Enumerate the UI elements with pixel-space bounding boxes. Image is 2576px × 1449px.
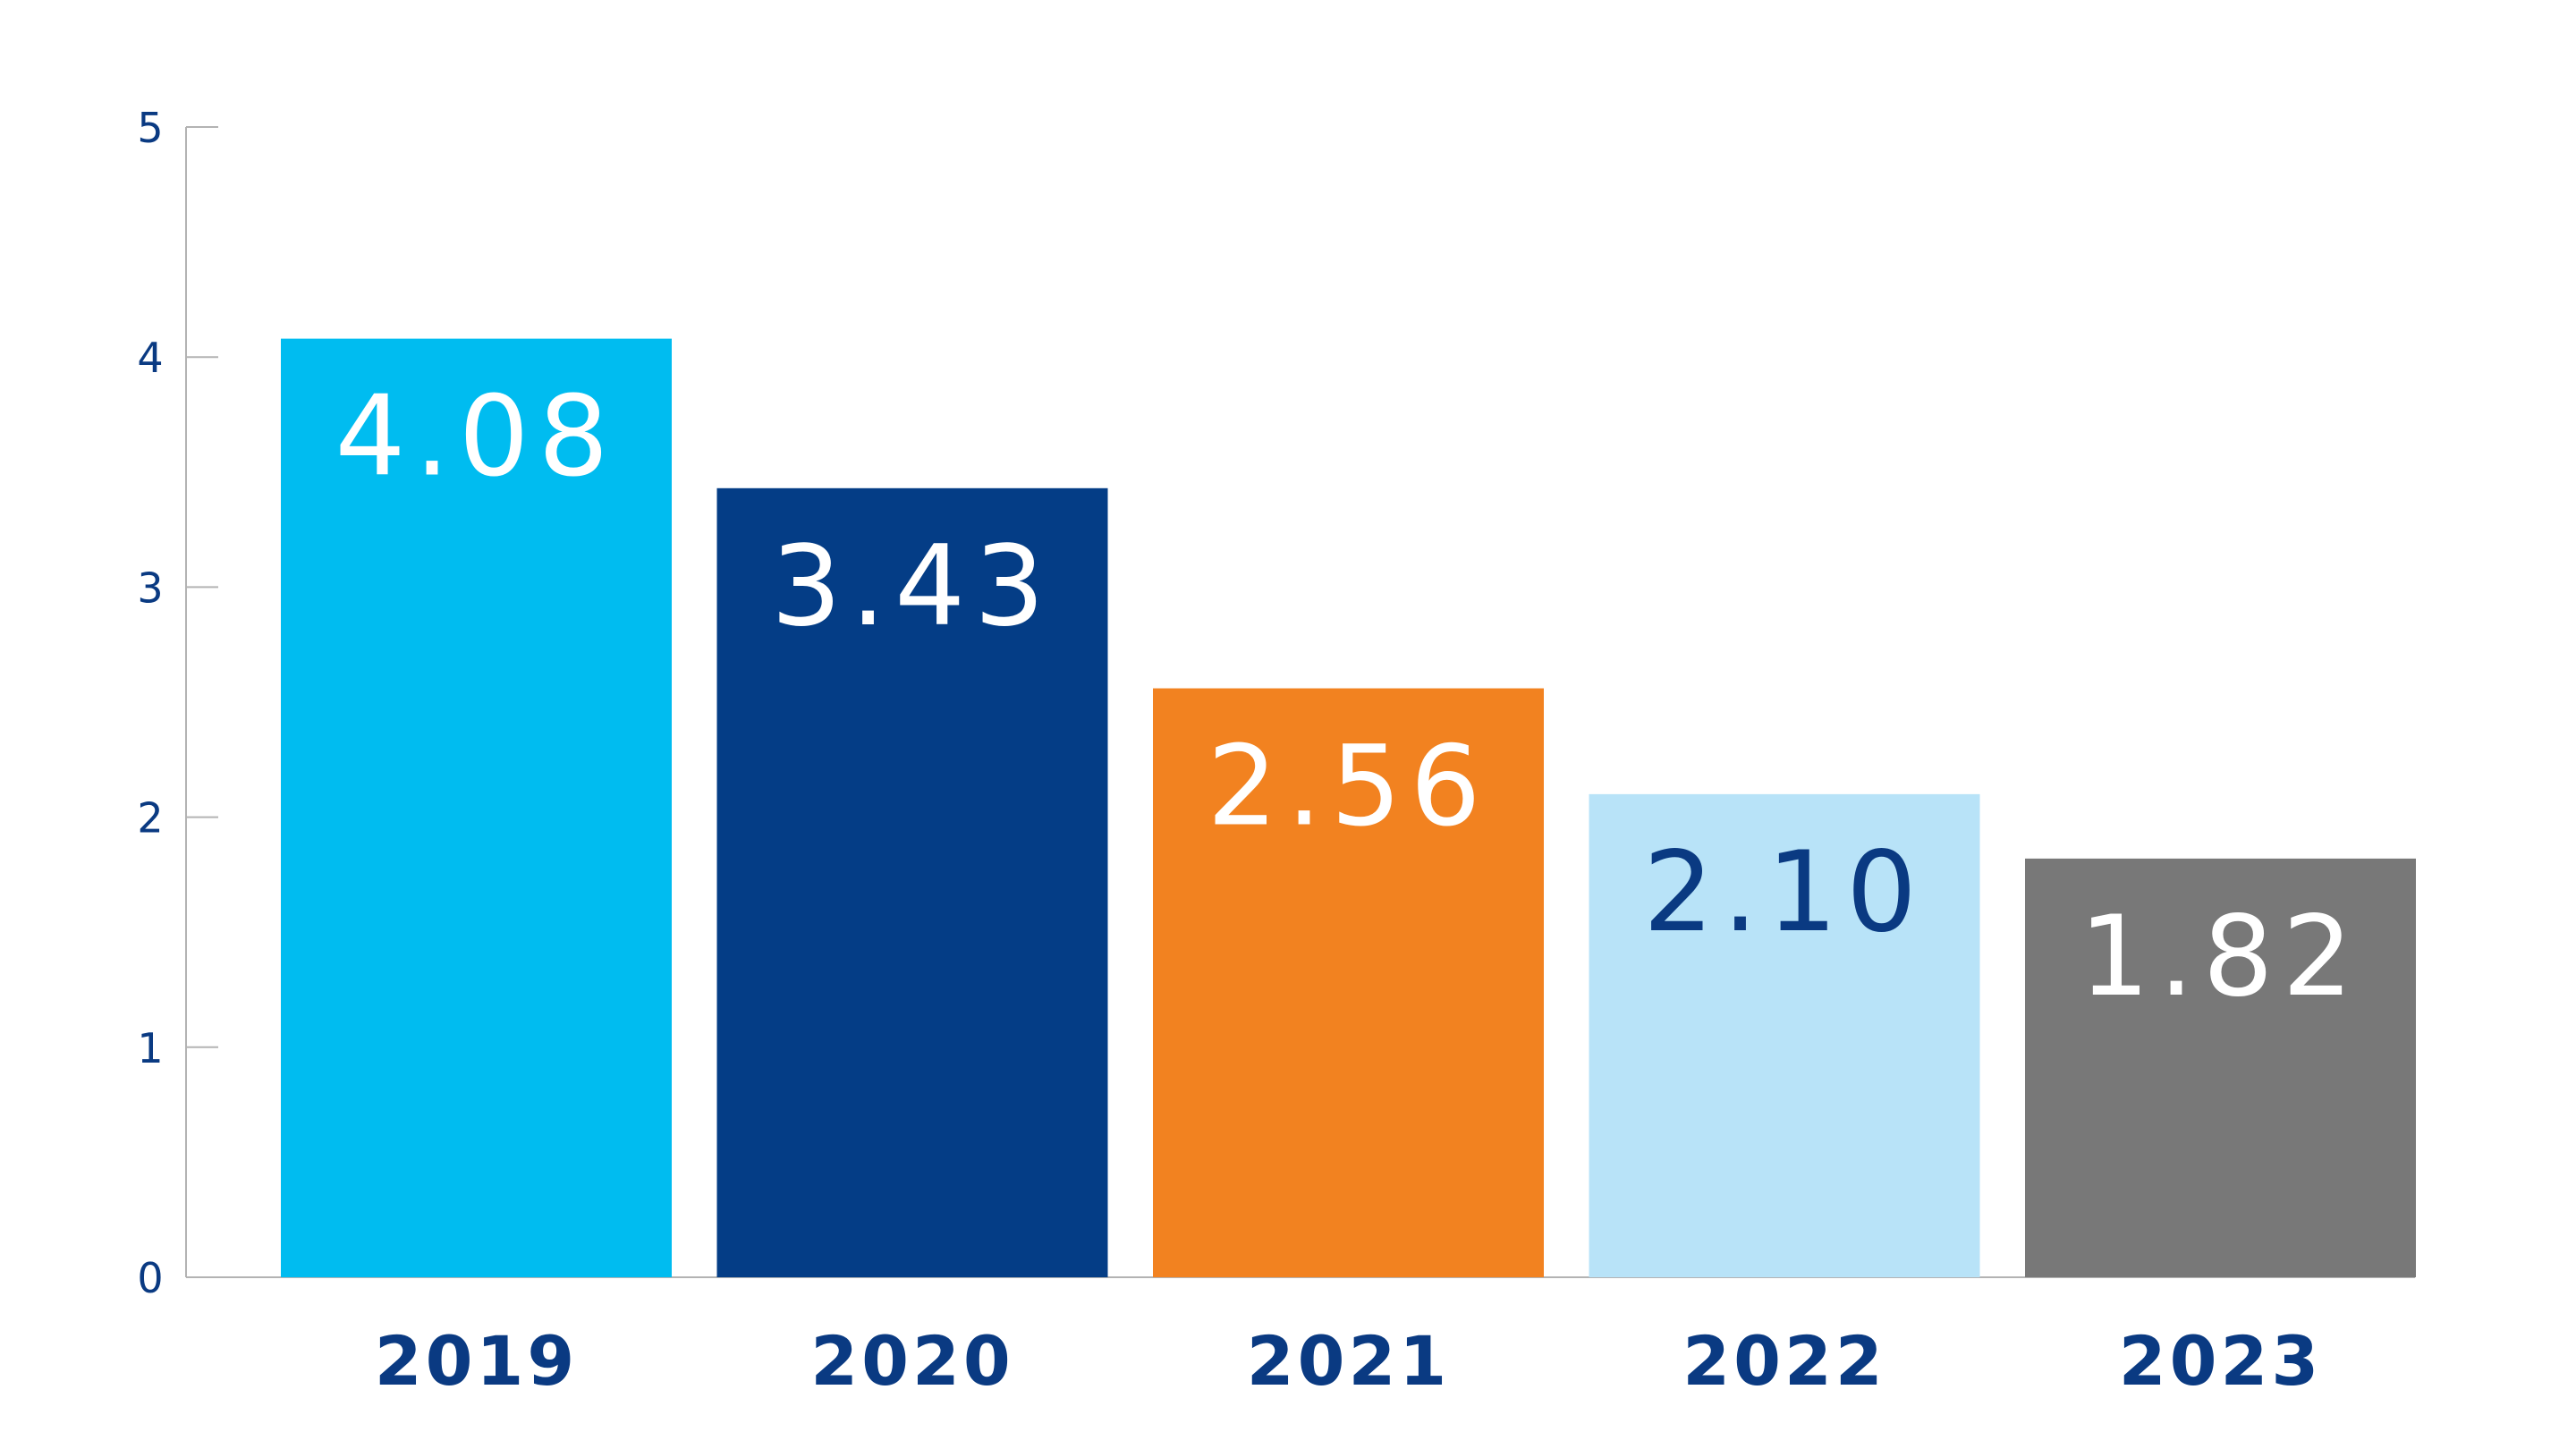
value-label-2023: 1.82 — [2079, 893, 2361, 1021]
category-label-2023: 2023 — [2119, 1321, 2323, 1401]
bar-2023 — [2025, 858, 2416, 1277]
y-tick-label: 3 — [137, 564, 163, 612]
bar-2019 — [281, 338, 672, 1277]
value-label-2019: 4.08 — [335, 373, 617, 502]
labels: 4.08 2019 3.43 2020 2.56 2021 2.10 2022 1.82 2023 — [335, 373, 2361, 1401]
value-label-2021: 2.56 — [1207, 723, 1489, 852]
bar-2022 — [1589, 793, 1980, 1277]
y-tick-label: 5 — [137, 104, 163, 152]
value-label-2020: 3.43 — [771, 522, 1054, 651]
bar-2020 — [716, 487, 1108, 1277]
category-label-2019: 2019 — [375, 1321, 579, 1401]
bars — [281, 338, 2416, 1277]
category-label-2021: 2021 — [1247, 1321, 1451, 1401]
y-tick-label: 1 — [137, 1024, 163, 1072]
y-tick-label: 2 — [137, 794, 163, 843]
category-label-2020: 2020 — [810, 1321, 1014, 1401]
bar-2021 — [1153, 688, 1544, 1277]
value-label-2022: 2.10 — [1643, 828, 1926, 957]
y-tick-label: 4 — [137, 334, 163, 382]
y-tick-label: 0 — [137, 1254, 163, 1302]
category-label-2022: 2022 — [1682, 1321, 1886, 1401]
